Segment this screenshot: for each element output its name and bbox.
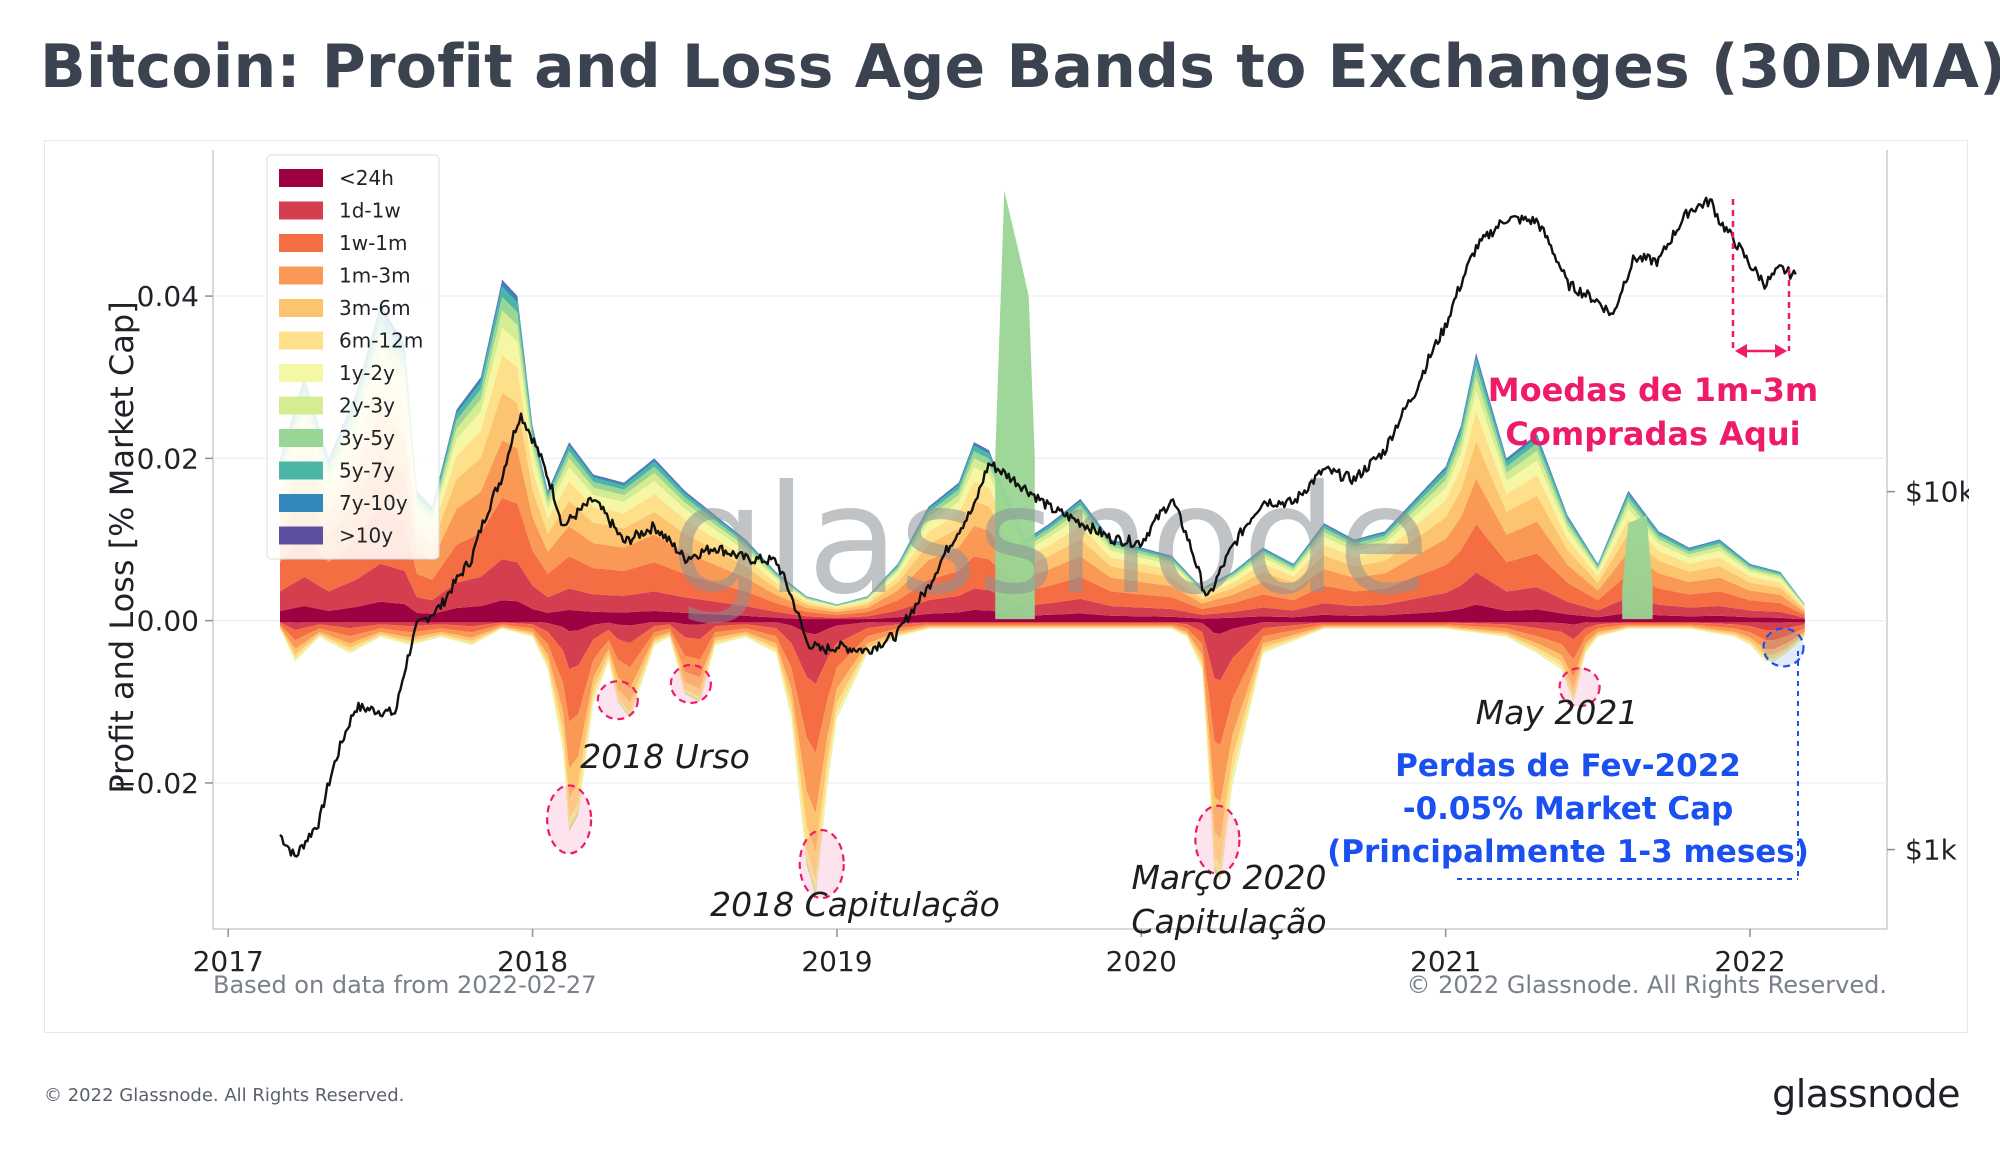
highlight-circle (1558, 667, 1601, 708)
loss-band-2y-3y (280, 628, 1805, 897)
legend-label: 1y-2y (339, 361, 395, 385)
legend-label: 1w-1m (339, 231, 408, 255)
profit-band-2y-3y (280, 310, 1805, 607)
legend-swatch-2y-3y (279, 396, 323, 415)
profit-band-<24h (280, 600, 1805, 621)
annotation: -0.05% Market Cap (1403, 791, 1734, 827)
annotation: 2018 Capitulação (710, 885, 1000, 924)
legend-label: 6m-12m (339, 329, 423, 353)
legend-label: 3m-6m (339, 296, 411, 320)
profit-band-1m-3m (280, 440, 1805, 615)
profit-band-1d-1w (280, 559, 1805, 620)
chart-canvas: 0.04 0.02 0.00 −0.02 2017 2018 2019 2020 2021 202… (103, 150, 1969, 999)
highlight-circle (1762, 627, 1805, 668)
annotation: (Principalmente 1-3 meses) (1327, 834, 1809, 870)
legend-label: >10y (339, 524, 393, 548)
legend-swatch-1m-3m (279, 266, 323, 285)
annotation: Março 2020 (1131, 858, 1326, 897)
lth-spike-2021 (1622, 515, 1653, 621)
legend-label: 5y-7y (339, 459, 395, 483)
annotation: Perdas de Fev-2022 (1395, 748, 1741, 784)
legend-swatch-<24h (279, 169, 323, 187)
legend-label: <24h (339, 166, 394, 190)
annotation: Moedas de 1m-3m (1488, 371, 1818, 409)
marker-arrowhead-left (1735, 344, 1747, 358)
y2-tick-label: $10k (1905, 476, 1969, 509)
source-note: Based on data from 2022-02-27 (213, 971, 596, 999)
y2-tick-label: $1k (1905, 834, 1958, 867)
marker-arrowhead-right (1775, 344, 1787, 358)
chart-frame: 0.04 0.02 0.00 −0.02 2017 2018 2019 2020 2021 202… (44, 140, 1969, 1033)
page-title: Bitcoin: Profit and Loss Age Bands to Ex… (40, 32, 2000, 102)
chart-copyright: © 2022 Glassnode. All Rights Reserved. (1406, 971, 1887, 999)
highlight-circle (1194, 804, 1241, 875)
loss-band-1y-2y (280, 628, 1805, 891)
brand-logo: glassnode (1772, 1072, 1960, 1116)
profit-band-3y-5y (280, 296, 1805, 606)
profit-band-1y-2y (280, 327, 1805, 608)
legend-label: 3y-5y (339, 426, 395, 450)
annotation: May 2021 (1476, 693, 1639, 732)
legend-label: 7y-10y (339, 491, 408, 515)
legend-swatch-3y-5y (279, 429, 323, 447)
loss-band-<24h (280, 620, 1805, 635)
y-tick-label: 0.02 (137, 442, 199, 475)
lth-spike-2019 (995, 190, 1035, 621)
legend-swatch-6m-12m (279, 331, 323, 350)
legend-label: 1d-1w (339, 199, 401, 223)
highlight-circle (798, 828, 845, 900)
legend-swatch-1w-1m (279, 234, 323, 252)
highlight-circle (596, 680, 639, 721)
highlight-circle (669, 663, 712, 705)
watermark: glassnode (670, 454, 1429, 628)
x-tick-label: 2021 (1410, 945, 1481, 978)
annotation: Capitulação (1131, 902, 1326, 941)
y-tick-label: 0.04 (137, 280, 199, 313)
x-tick-label: 2020 (1106, 945, 1177, 978)
x-tick-label: 2018 (497, 945, 568, 978)
price-line (279, 196, 1797, 858)
y-tick-label: 0.00 (137, 605, 199, 638)
x-tick-label: 2019 (801, 945, 872, 978)
legend-swatch-3m-6m (279, 299, 323, 317)
profit-band-6m-12m (280, 354, 1805, 610)
loss-band-3m-6m (280, 626, 1805, 853)
loss-band-1w-1m (280, 622, 1805, 754)
footer-copyright: © 2022 Glassnode. All Rights Reserved. (44, 1085, 405, 1106)
legend-swatch-7y-10y (279, 494, 323, 512)
legend-swatch-1y-2y (279, 364, 323, 382)
profit-band-1w-1m (280, 498, 1805, 618)
legend-label: 2y-3y (339, 394, 395, 418)
legend-swatch-1d-1w (279, 201, 323, 220)
legend-label: 1m-3m (339, 264, 411, 288)
loss-band-1d-1w (280, 621, 1805, 685)
legend-swatch->10y (279, 526, 323, 545)
x-tick-label: 2017 (193, 945, 264, 978)
annotation: Compradas Aqui (1505, 415, 1800, 453)
loss-band-6m-12m (280, 627, 1805, 880)
loss-band-1m-3m (280, 624, 1805, 814)
profit-band-3m-6m (280, 392, 1805, 612)
legend-box (266, 154, 440, 560)
highlight-circle (546, 784, 593, 855)
x-tick-label: 2022 (1714, 945, 1785, 978)
y-tick-label: −0.02 (113, 767, 199, 800)
legend-swatch-5y-7y (279, 461, 323, 480)
y-axis-label: Profit and Loss [% Market Cap] (103, 301, 141, 793)
annotation: 2018 Urso (580, 737, 750, 776)
